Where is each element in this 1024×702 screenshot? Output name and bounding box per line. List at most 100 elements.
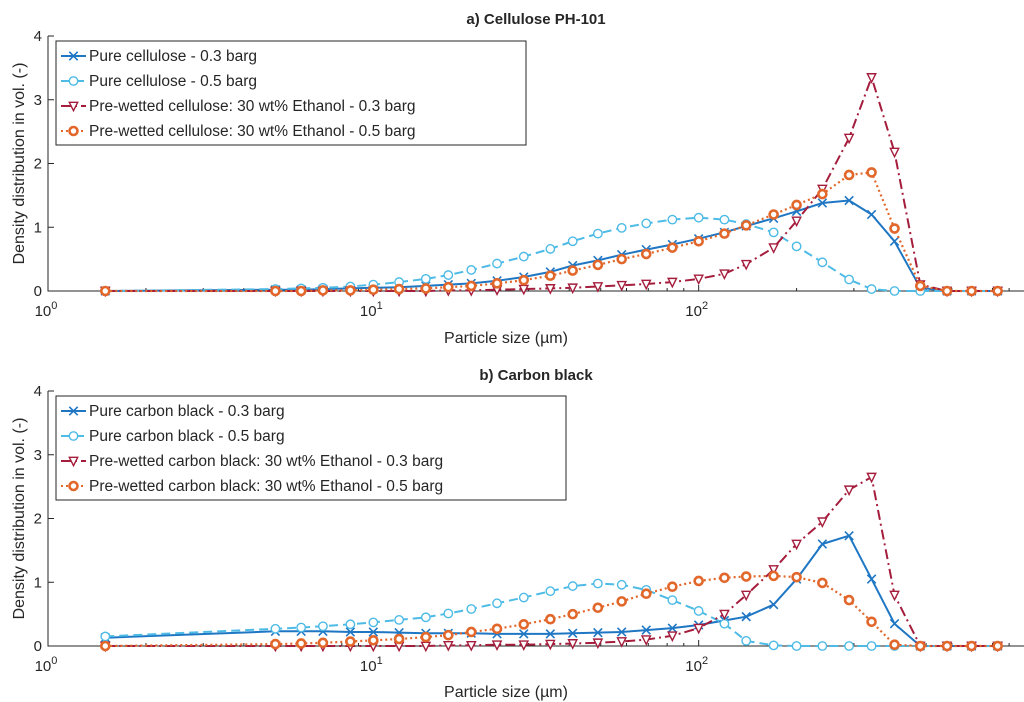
data-point — [889, 147, 900, 159]
data-point — [616, 253, 628, 265]
y-tick-label: 1 — [34, 574, 42, 591]
data-point — [667, 631, 678, 643]
legend-label: Pre-wetted cellulose: 30 wt% Ethanol - 0… — [89, 98, 416, 115]
data-point — [641, 625, 652, 635]
data-point — [545, 244, 556, 254]
series-4 — [99, 570, 1003, 652]
data-point — [270, 623, 281, 634]
data-point — [545, 270, 556, 282]
data-point — [740, 590, 752, 602]
data-point — [518, 274, 530, 286]
legend-swatch-marker — [68, 456, 79, 468]
data-point — [640, 248, 652, 260]
data-point — [817, 577, 828, 589]
data-point — [740, 259, 752, 271]
legend-label: Pure cellulose - 0.5 barg — [89, 73, 257, 90]
data-point — [368, 627, 379, 637]
data-point — [393, 633, 405, 645]
data-point — [740, 220, 752, 231]
data-point — [941, 640, 953, 652]
data-point — [791, 241, 802, 252]
y-tick-label: 4 — [34, 28, 42, 45]
data-point — [616, 637, 628, 648]
data-point — [844, 195, 854, 206]
data-point — [295, 285, 307, 297]
x-tick-label: 100 — [35, 300, 58, 320]
data-point — [567, 265, 578, 276]
data-point — [567, 608, 578, 620]
data-point — [492, 598, 502, 609]
data-point — [616, 280, 628, 292]
data-point — [345, 285, 356, 296]
data-point — [295, 638, 307, 649]
data-point — [442, 640, 454, 652]
data-point — [491, 623, 503, 635]
data-point — [817, 641, 828, 651]
data-point — [768, 570, 779, 582]
x-axis-label: Particle size (µm) — [444, 330, 568, 347]
data-point — [866, 284, 877, 294]
data-point — [693, 235, 704, 247]
legend-box — [55, 40, 527, 146]
data-point — [817, 188, 828, 200]
data-point — [866, 616, 877, 628]
chart-panel-a: a) Cellulose PH-101 0 1 2 3 4 100 101 102 Particl… — [11, 11, 1024, 347]
data-point — [640, 279, 652, 291]
data-point — [368, 617, 379, 628]
data-point — [914, 280, 926, 292]
data-point — [791, 199, 802, 211]
data-point — [741, 636, 752, 646]
legend-swatch-marker — [68, 76, 79, 86]
data-point — [518, 619, 530, 630]
data-point — [545, 613, 556, 625]
data-point — [966, 285, 977, 297]
data-point — [394, 614, 404, 625]
data-point — [345, 627, 356, 637]
y-tick-label: 0 — [34, 638, 42, 655]
data-point — [693, 623, 704, 635]
data-point — [843, 169, 855, 181]
data-point — [492, 258, 502, 269]
data-point — [719, 609, 730, 621]
data-point — [667, 277, 678, 289]
data-point — [545, 284, 556, 295]
data-point — [768, 209, 779, 220]
data-point — [567, 628, 578, 639]
x-axis-label: Particle size (µm) — [444, 684, 568, 701]
data-point — [465, 640, 477, 652]
data-point — [966, 640, 977, 652]
data-point — [719, 572, 730, 584]
data-point — [443, 281, 454, 293]
data-point — [616, 222, 627, 233]
data-point — [592, 602, 604, 614]
legend-swatch-marker — [68, 480, 79, 492]
data-point — [317, 637, 329, 649]
data-point — [592, 282, 604, 293]
data-point — [889, 590, 900, 602]
legend-swatch-marker — [68, 406, 79, 416]
data-point — [889, 618, 900, 629]
data-point — [693, 575, 704, 587]
data-point — [866, 641, 877, 651]
data-point — [667, 581, 678, 593]
data-point — [270, 285, 281, 297]
x-tick-label: 102 — [685, 655, 708, 675]
data-point — [640, 588, 652, 600]
data-point — [791, 539, 802, 551]
data-point — [443, 629, 454, 641]
x-tick-label: 101 — [360, 300, 383, 320]
data-point — [719, 214, 730, 225]
data-point — [866, 167, 877, 178]
data-point — [889, 286, 900, 296]
legend-swatch-marker — [68, 51, 79, 61]
data-point — [420, 283, 432, 294]
series-2 — [100, 578, 1003, 651]
x-tick-label: 101 — [360, 655, 383, 675]
x-tick-label: 102 — [685, 300, 708, 320]
legend-label: Pre-wetted cellulose: 30 wt% Ethanol - 0… — [89, 123, 416, 140]
data-point — [667, 595, 678, 605]
data-point — [889, 639, 900, 651]
data-point — [318, 621, 328, 632]
data-point — [693, 212, 704, 223]
data-point — [296, 622, 307, 633]
